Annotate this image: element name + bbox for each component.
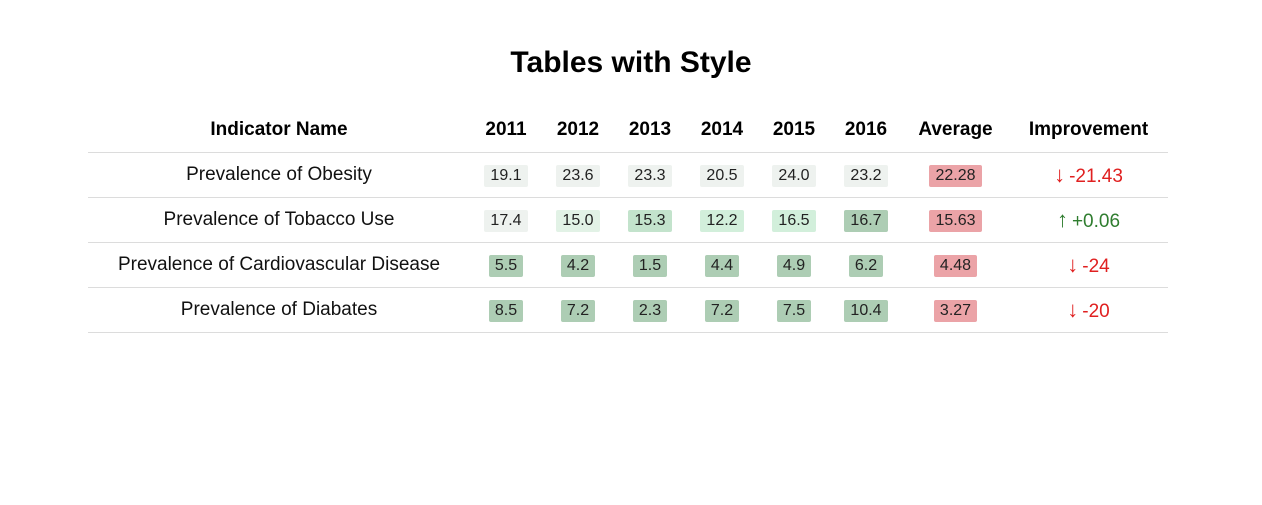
- average-pill: 15.63: [929, 209, 982, 232]
- value-pill: 8.5: [488, 299, 524, 322]
- value-cell: 24.0: [758, 152, 830, 198]
- value-cell: 2.3: [614, 287, 686, 333]
- value-pill: 1.5: [632, 254, 668, 277]
- column-header-2014[interactable]: 2014: [686, 108, 758, 153]
- table-row: Prevalence of Cardiovascular Disease 5.5…: [88, 242, 1168, 288]
- value-pill: 16.5: [772, 209, 816, 232]
- average-cell: 4.48: [902, 242, 1009, 288]
- value-pill: 23.3: [628, 164, 672, 187]
- indicator-name-cell: Prevalence of Obesity: [88, 152, 470, 198]
- value-cell: 5.5: [470, 242, 542, 288]
- value-cell: 23.2: [830, 152, 902, 198]
- value-pill: 7.2: [704, 299, 740, 322]
- average-pill: 3.27: [933, 299, 978, 322]
- arrow-down-icon: ↓: [1054, 162, 1066, 187]
- column-header-2011[interactable]: 2011: [470, 108, 542, 153]
- value-pill: 4.4: [704, 254, 740, 277]
- value-cell: 20.5: [686, 152, 758, 198]
- value-cell: 7.2: [542, 287, 614, 333]
- value-cell: 23.6: [542, 152, 614, 198]
- value-cell: 4.4: [686, 242, 758, 288]
- indicator-name-cell: Prevalence of Tobacco Use: [88, 197, 470, 243]
- column-header-2015[interactable]: 2015: [758, 108, 830, 153]
- improvement-cell: ↓ -20: [1009, 287, 1168, 333]
- value-cell: 7.2: [686, 287, 758, 333]
- arrow-up-icon: ↑: [1056, 207, 1068, 232]
- indicator-table: Indicator Name 2011 2012 2013 2014 2015 …: [88, 108, 1168, 333]
- column-header-average[interactable]: Average: [902, 108, 1009, 153]
- page-title: Tables with Style: [510, 46, 752, 79]
- column-header-2016[interactable]: 2016: [830, 108, 902, 153]
- value-cell: 19.1: [470, 152, 542, 198]
- value-cell: 12.2: [686, 197, 758, 243]
- value-pill: 20.5: [700, 164, 744, 187]
- value-pill: 10.4: [844, 299, 888, 322]
- improvement-value: -21.43: [1069, 166, 1123, 187]
- value-cell: 15.0: [542, 197, 614, 243]
- value-pill: 16.7: [844, 209, 888, 232]
- value-cell: 8.5: [470, 287, 542, 333]
- improvement-cell: ↓ -24: [1009, 242, 1168, 288]
- arrow-down-icon: ↓: [1067, 252, 1079, 277]
- value-cell: 23.3: [614, 152, 686, 198]
- value-pill: 15.0: [556, 209, 600, 232]
- value-cell: 16.5: [758, 197, 830, 243]
- improvement-cell: ↓ -21.43: [1009, 152, 1168, 198]
- value-pill: 15.3: [628, 209, 672, 232]
- value-pill: 23.2: [844, 164, 888, 187]
- average-cell: 3.27: [902, 287, 1009, 333]
- value-pill: 23.6: [556, 164, 600, 187]
- value-pill: 5.5: [488, 254, 524, 277]
- indicator-name-cell: Prevalence of Cardiovascular Disease: [88, 242, 470, 288]
- value-pill: 6.2: [848, 254, 884, 277]
- average-pill: 4.48: [933, 254, 978, 277]
- average-cell: 22.28: [902, 152, 1009, 198]
- column-header-indicator-name[interactable]: Indicator Name: [88, 108, 470, 153]
- value-pill: 24.0: [772, 164, 816, 187]
- value-cell: 16.7: [830, 197, 902, 243]
- value-cell: 1.5: [614, 242, 686, 288]
- column-header-2013[interactable]: 2013: [614, 108, 686, 153]
- value-pill: 2.3: [632, 299, 668, 322]
- improvement-value: -20: [1082, 301, 1110, 322]
- value-pill: 7.5: [776, 299, 812, 322]
- table-row: Prevalence of Diabates 8.5 7.2 2.3 7.2 7…: [88, 287, 1168, 333]
- header-row: Indicator Name 2011 2012 2013 2014 2015 …: [88, 108, 1168, 153]
- value-cell: 17.4: [470, 197, 542, 243]
- value-pill: 17.4: [484, 209, 528, 232]
- value-pill: 7.2: [560, 299, 596, 322]
- improvement-value: -24: [1082, 256, 1110, 277]
- improvement-value: +0.06: [1071, 211, 1121, 232]
- value-cell: 4.2: [542, 242, 614, 288]
- value-cell: 4.9: [758, 242, 830, 288]
- table-row: Prevalence of Tobacco Use 17.4 15.0 15.3…: [88, 197, 1168, 243]
- table-row: Prevalence of Obesity 19.1 23.6 23.3 20.…: [88, 152, 1168, 198]
- value-cell: 6.2: [830, 242, 902, 288]
- value-pill: 19.1: [484, 164, 528, 187]
- arrow-down-icon: ↓: [1067, 297, 1079, 322]
- value-cell: 15.3: [614, 197, 686, 243]
- value-pill: 4.9: [776, 254, 812, 277]
- improvement-cell: ↑ +0.06: [1009, 197, 1168, 243]
- average-cell: 15.63: [902, 197, 1009, 243]
- value-cell: 10.4: [830, 287, 902, 333]
- value-cell: 7.5: [758, 287, 830, 333]
- average-pill: 22.28: [929, 164, 982, 187]
- column-header-2012[interactable]: 2012: [542, 108, 614, 153]
- value-pill: 4.2: [560, 254, 596, 277]
- value-pill: 12.2: [700, 209, 744, 232]
- column-header-improvement[interactable]: Improvement: [1009, 108, 1168, 153]
- indicator-name-cell: Prevalence of Diabates: [88, 287, 470, 333]
